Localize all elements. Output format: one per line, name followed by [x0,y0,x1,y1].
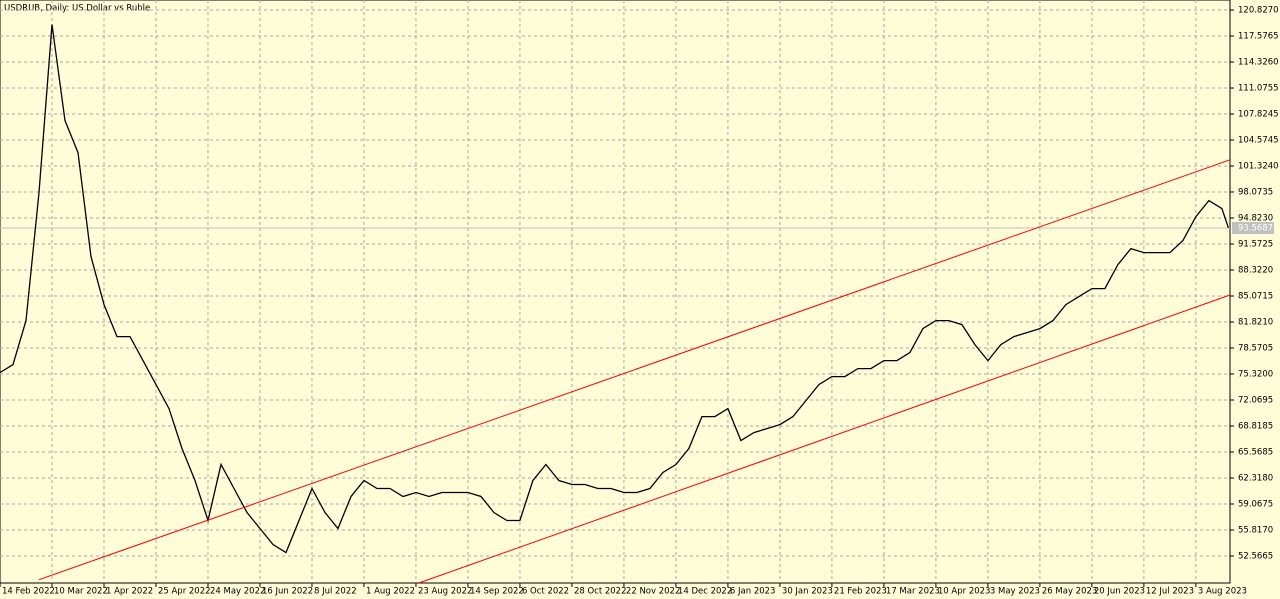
x-tick-label: 10 Apr 2023 [938,587,991,597]
channel-line [419,294,1231,584]
y-tick-label: 85.0715 [1238,292,1273,302]
x-tick-label: 25 Apr 2022 [158,587,211,597]
x-tick-label: 12 Jul 2023 [1146,587,1194,597]
y-tick-label: 62.3180 [1238,473,1273,483]
y-tick-label: 68.8185 [1238,422,1273,432]
x-tick-label: 24 May 2022 [210,587,265,597]
x-tick-label: 6 Jan 2023 [730,587,776,597]
chart-title: USDRUB, Daily: US Dollar vs Ruble [4,4,150,14]
y-tick-label: 120.8270 [1238,6,1279,16]
x-tick-label: 23 Aug 2022 [418,587,472,597]
y-tick-label: 104.5745 [1238,136,1279,146]
y-tick-label: 88.3220 [1238,266,1273,276]
x-tick-label: 30 Jan 2023 [782,587,833,597]
y-tick-label: 55.8170 [1238,525,1273,535]
current-price-box [1232,222,1274,235]
y-tick-label: 91.5725 [1238,240,1273,250]
x-tick-label: 6 Oct 2022 [522,587,569,597]
x-tick-label: 26 May 2023 [1042,587,1097,597]
y-tick-label: 111.0755 [1238,84,1279,94]
y-tick-label: 114.3260 [1238,58,1279,68]
y-tick-label: 117.5765 [1238,32,1279,42]
x-tick-label: 20 Jun 2023 [1094,587,1145,597]
plot-area [0,0,1231,584]
y-tick-label: 78.5705 [1238,344,1273,354]
price-line [0,24,1230,554]
channel-line [38,159,1231,581]
x-tick-label: 10 Mar 2022 [54,587,108,597]
y-tick-label: 65.5685 [1238,447,1273,457]
y-tick-label: 81.8210 [1238,318,1273,328]
x-tick-label: 8 Jul 2022 [314,587,357,597]
x-tick-label: 1 Aug 2022 [366,587,415,597]
y-tick-label: 101.3240 [1238,162,1279,172]
x-tick-label: 1 Apr 2022 [106,587,153,597]
x-tick-label: 14 Feb 2022 [2,587,55,597]
y-tick-label: 107.8245 [1238,110,1279,120]
current-price-label: 93.5687 [1238,224,1273,234]
y-tick-label: 98.0735 [1238,188,1273,198]
y-tick-label: 94.8230 [1238,214,1273,224]
x-tick-label: 28 Oct 2022 [574,587,627,597]
y-tick-label: 72.0695 [1238,396,1273,406]
y-tick-label: 59.0675 [1238,499,1273,509]
y-tick-label: 52.5665 [1238,551,1273,561]
x-tick-label: 21 Feb 2023 [834,587,887,597]
x-tick-label: 17 Mar 2023 [886,587,940,597]
x-tick-label: 3 May 2023 [990,587,1040,597]
x-tick-label: 14 Sep 2022 [470,587,524,597]
x-tick-label: 3 Aug 2023 [1198,587,1247,597]
x-tick-label: 22 Nov 2022 [626,587,680,597]
y-tick-label: 75.3200 [1238,370,1273,380]
x-tick-label: 16 Jun 2022 [262,587,313,597]
x-tick-label: 14 Dec 2022 [678,587,732,597]
